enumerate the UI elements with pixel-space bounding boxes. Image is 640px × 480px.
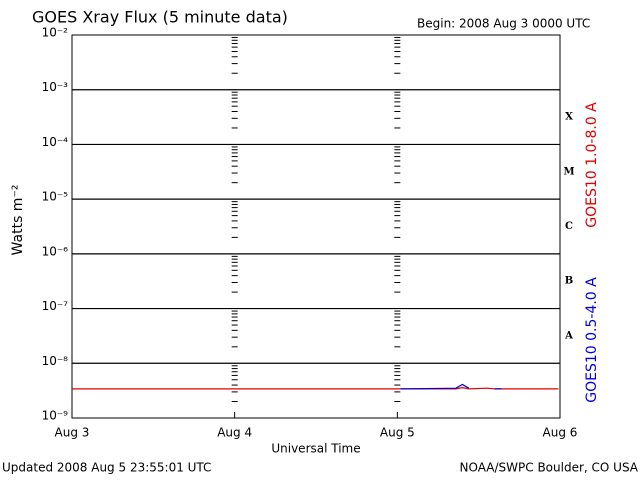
y-tick-label: 10⁻⁷ bbox=[42, 299, 69, 313]
plot-frame bbox=[71, 34, 561, 419]
y-tick-label: 10⁻⁸ bbox=[42, 354, 69, 368]
flare-class-label: B bbox=[565, 276, 573, 287]
y-tick-label: 10⁻⁶ bbox=[42, 244, 69, 258]
flare-class-label: A bbox=[564, 330, 573, 341]
chart-subtitle: Begin: 2008 Aug 3 0000 UTC bbox=[417, 17, 590, 31]
flare-class-label: X bbox=[565, 112, 573, 123]
y-tick-label: 10⁻⁹ bbox=[42, 409, 69, 423]
y-tick-label: 10⁻⁵ bbox=[42, 190, 69, 204]
flare-class-label: C bbox=[565, 221, 573, 232]
legend-entry: GOES10 1.0-8.0 A bbox=[584, 102, 600, 228]
x-tick-label: Aug 4 bbox=[217, 426, 252, 440]
chart-title: GOES Xray Flux (5 minute data) bbox=[32, 8, 288, 27]
y-tick-label: 10⁻² bbox=[42, 26, 69, 40]
x-tick-label: Aug 5 bbox=[380, 426, 415, 440]
footer-right: NOAA/SWPC Boulder, CO USA bbox=[460, 461, 639, 475]
legend-entry: GOES10 0.5-4.0 A bbox=[584, 277, 600, 403]
y-tick-label: 10⁻⁴ bbox=[42, 135, 69, 149]
flare-class-label: M bbox=[563, 166, 574, 177]
series-line bbox=[400, 383, 502, 390]
x-tick-label: Aug 6 bbox=[543, 426, 578, 440]
y-axis-label: Watts m⁻² bbox=[10, 185, 26, 256]
x-tick-label: Aug 3 bbox=[55, 426, 90, 440]
x-axis-label: Universal Time bbox=[271, 442, 360, 456]
footer-left: Updated 2008 Aug 5 23:55:01 UTC bbox=[2, 461, 211, 475]
y-tick-label: 10⁻³ bbox=[42, 80, 69, 94]
